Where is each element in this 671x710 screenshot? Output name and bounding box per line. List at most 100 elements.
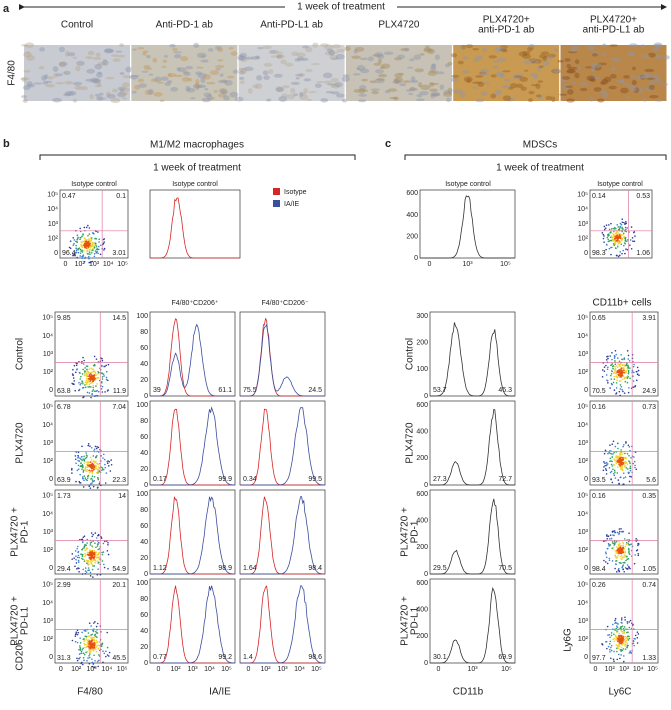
event [628, 552, 630, 554]
event [83, 555, 86, 558]
cell [528, 43, 535, 49]
event [71, 553, 74, 555]
cell [567, 51, 578, 54]
event [97, 231, 99, 233]
event [618, 632, 621, 635]
event [610, 253, 612, 256]
quadrant-value: 96.4 [62, 250, 76, 257]
event [616, 646, 619, 649]
event [615, 644, 618, 646]
event [97, 470, 99, 473]
y-tick-label: 40 [140, 450, 148, 457]
event [82, 471, 85, 473]
event [95, 447, 98, 450]
event [95, 551, 98, 554]
event [606, 535, 608, 537]
cell [312, 42, 319, 48]
cell [172, 47, 178, 52]
event [630, 543, 633, 545]
event [619, 627, 621, 630]
row-label: Control [405, 338, 416, 370]
event [609, 636, 611, 639]
cell [519, 76, 528, 82]
cell [559, 93, 568, 96]
event [610, 246, 612, 249]
event [605, 248, 607, 251]
y-tick-label: 0 [49, 476, 53, 483]
event [618, 643, 620, 645]
event [613, 375, 615, 378]
event [618, 458, 621, 461]
event [79, 646, 81, 649]
event [93, 666, 96, 669]
cell [306, 98, 313, 101]
event [94, 395, 96, 397]
cell [311, 63, 321, 66]
event [609, 648, 611, 651]
cell [174, 74, 183, 78]
event [608, 228, 611, 231]
event [632, 386, 635, 389]
cell [58, 46, 65, 53]
event [92, 576, 94, 578]
event [620, 630, 623, 633]
gate-value: 99.5 [308, 476, 322, 483]
event [616, 630, 618, 632]
cell [102, 60, 109, 66]
event [609, 651, 611, 653]
x-tick-label: 10⁵ [500, 261, 511, 268]
event [81, 235, 83, 238]
y-tick-label: 10² [578, 369, 589, 376]
plot-frame [149, 578, 236, 664]
event [90, 237, 93, 239]
event [613, 540, 616, 542]
event [81, 631, 83, 634]
event [76, 548, 78, 550]
event [633, 456, 635, 458]
event [77, 554, 80, 557]
event [613, 357, 616, 359]
cell [488, 55, 497, 59]
event [94, 659, 96, 662]
event [629, 377, 631, 380]
legend-swatch [273, 188, 280, 195]
event [84, 567, 87, 569]
event [83, 462, 86, 465]
cell [105, 91, 111, 97]
event [627, 358, 630, 360]
event [623, 626, 626, 628]
event [81, 244, 83, 247]
y-tick-label: 400 [416, 607, 428, 614]
gate-value: 99.9 [218, 476, 232, 483]
event [80, 652, 83, 654]
event [94, 621, 96, 623]
cell [96, 72, 103, 78]
quadrant-value: 0.16 [592, 404, 606, 411]
event [87, 234, 89, 237]
cell [533, 75, 539, 79]
event [97, 548, 99, 551]
y-tick-label: 10³ [578, 440, 589, 447]
cell [223, 95, 230, 101]
cell [420, 84, 431, 90]
event [616, 472, 619, 474]
event [76, 657, 78, 660]
gate-value: 46.3 [498, 387, 512, 394]
event [83, 646, 86, 649]
cell [409, 86, 416, 92]
cell [490, 74, 497, 78]
cell [280, 59, 287, 65]
event [626, 463, 629, 466]
event [92, 455, 95, 457]
event [622, 472, 625, 474]
panel-title: MDSCs [523, 140, 557, 151]
cell [176, 67, 181, 72]
cell [240, 57, 248, 63]
cell [170, 86, 179, 92]
event [110, 459, 112, 461]
event [614, 621, 617, 624]
cell [648, 95, 659, 99]
event [81, 246, 84, 249]
cell [425, 45, 430, 49]
cell [480, 71, 486, 76]
